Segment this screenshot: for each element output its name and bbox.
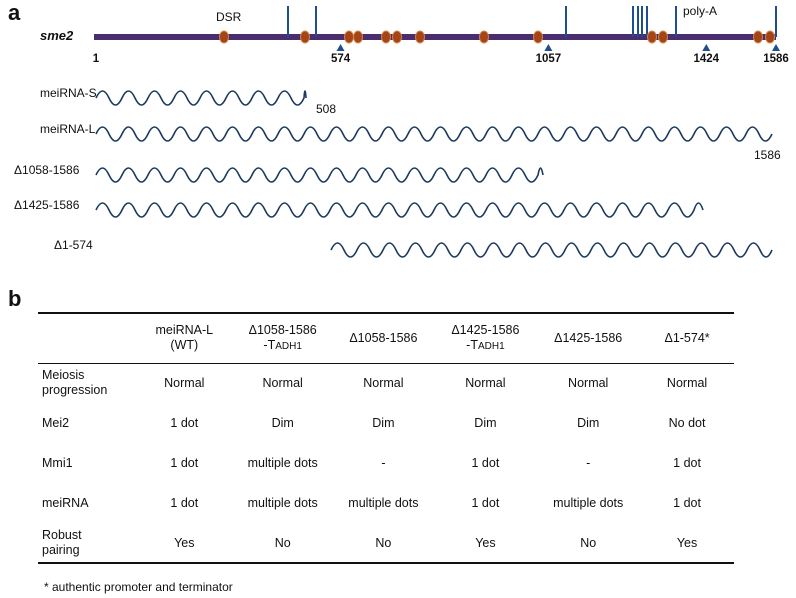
construct-end-label: 508 xyxy=(316,102,337,116)
construct-wave xyxy=(95,90,307,106)
dsr-motif xyxy=(479,30,489,44)
table-row: Meiosis progression Normal Normal Normal Norm… xyxy=(38,363,734,403)
row-header: Mmi1 xyxy=(42,455,73,470)
dsr-motif xyxy=(647,30,657,44)
position-tick xyxy=(702,44,711,51)
table-cell: Normal xyxy=(164,376,205,391)
table-cell: Normal xyxy=(666,376,708,391)
construct-wave xyxy=(95,126,773,142)
table-cell: Dim xyxy=(271,416,294,430)
row-header: Meiosis progression xyxy=(42,368,108,398)
table-cell: Yes xyxy=(434,523,537,564)
construct-wave xyxy=(330,242,773,258)
footnote: * authentic promoter and terminator xyxy=(44,580,233,594)
table-cell: 1 dot xyxy=(673,496,701,510)
table-cell: 1 dot xyxy=(170,456,199,470)
construct-label: meiRNA-L xyxy=(40,122,96,136)
tick-label: 574 xyxy=(330,53,351,65)
position-tick xyxy=(772,44,780,51)
table-cell: Yes xyxy=(135,523,234,564)
table-row: Mmi1 1 dot multiple dots - 1 dot - 1 dot xyxy=(38,443,734,483)
dsr-motif xyxy=(415,30,425,44)
column-header: Δ1-574* xyxy=(640,312,734,364)
construct-wave xyxy=(95,167,544,183)
dsr-motif xyxy=(765,30,775,44)
dsr-motif xyxy=(392,30,402,44)
table-cell: Normal xyxy=(262,376,303,391)
table-cell: multiple dots xyxy=(553,496,624,510)
column-header: Δ1058-1586 xyxy=(332,312,435,364)
table-cell: No xyxy=(332,523,435,564)
dsr-label: DSR xyxy=(216,10,242,24)
construct-label: Δ1-574 xyxy=(54,238,93,252)
polya-label: poly-A xyxy=(683,4,718,18)
dsr-motif xyxy=(300,30,310,44)
gene-bar xyxy=(94,34,776,40)
table-row: Robust pairing Yes No No Yes No Yes xyxy=(38,523,734,564)
tick-label: 1424 xyxy=(693,53,720,65)
table-cell: Dim xyxy=(372,416,395,430)
table-cell: 1 dot xyxy=(170,496,199,510)
table-cell: No dot xyxy=(668,416,706,430)
table-row: Mei2 1 dot Dim Dim Dim Dim No dot xyxy=(38,403,734,443)
construct-label: Δ1425-1586 xyxy=(14,198,80,212)
panel-a-letter: a xyxy=(8,0,21,25)
construct-wave xyxy=(95,202,704,218)
sme2-gene-diagram xyxy=(94,6,780,258)
table-cell: No xyxy=(233,523,333,564)
gene-label: sme2 xyxy=(40,28,74,43)
column-header: Δ1425-1586 -TADH1 xyxy=(434,312,537,364)
dsr-motif xyxy=(753,30,763,44)
table-cell: - xyxy=(381,456,386,470)
table-cell: Normal xyxy=(568,376,609,391)
tick-label: 1586 xyxy=(763,53,789,65)
dsr-motif xyxy=(219,30,229,44)
table-cell: 1 dot xyxy=(673,456,701,470)
dsr-motif xyxy=(533,30,543,44)
column-header: Δ1425-1586 xyxy=(536,312,641,364)
position-tick xyxy=(544,44,553,51)
dsr-motif xyxy=(353,30,363,44)
table-cell: 1 dot xyxy=(170,416,199,430)
table-cell: 1 dot xyxy=(471,456,500,470)
row-header: meiRNA xyxy=(42,495,89,510)
panel-b-letter: b xyxy=(8,286,22,311)
construct-label: meiRNA-S xyxy=(40,86,97,100)
table-cell: Normal xyxy=(363,376,404,391)
column-header xyxy=(38,312,136,364)
table-cell: 1 dot xyxy=(471,496,500,510)
row-header: Mei2 xyxy=(42,415,70,430)
construct-label: Δ1058-1586 xyxy=(14,163,80,177)
dsr-motif xyxy=(381,30,391,44)
table-cell: No xyxy=(536,523,641,564)
table-cell: multiple dots xyxy=(247,456,318,470)
table-cell: multiple dots xyxy=(247,496,318,510)
table-cell: Normal xyxy=(465,376,506,391)
column-header: meiRNA-L (WT) xyxy=(135,312,234,364)
start-position-label: 1 xyxy=(92,53,100,65)
table-row: meiRNA 1 dot multiple dots multiple dots 1 d… xyxy=(38,483,734,523)
dsr-motif xyxy=(344,30,354,44)
position-tick xyxy=(336,44,345,51)
table-cell: Dim xyxy=(474,416,497,430)
tick-label: 1057 xyxy=(535,53,562,65)
table-cell: - xyxy=(586,456,591,470)
table-cell: Dim xyxy=(577,416,600,430)
table-cell: Yes xyxy=(640,523,734,564)
dsr-motif xyxy=(658,30,668,44)
phenotype-table: meiRNA-L (WT) Δ1058-1586 -TADH1 Δ1058-1586 Δ1… xyxy=(38,312,734,564)
construct-end-label: 1586 xyxy=(754,148,781,162)
column-header: Δ1058-1586 -TADH1 xyxy=(233,312,333,364)
table-cell: multiple dots xyxy=(348,496,419,510)
row-header: Robust pairing xyxy=(38,523,136,564)
